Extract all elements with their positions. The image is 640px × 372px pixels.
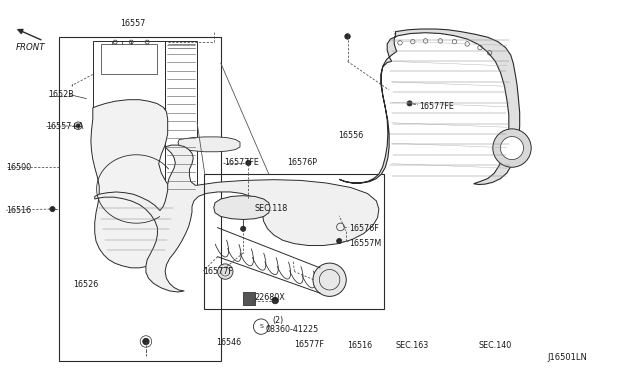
Text: 22680X: 22680X xyxy=(254,293,285,302)
Text: 16577F: 16577F xyxy=(294,340,324,349)
Circle shape xyxy=(74,122,82,129)
Circle shape xyxy=(313,263,346,296)
Circle shape xyxy=(50,206,55,212)
Text: 16516: 16516 xyxy=(6,206,31,215)
Text: 16516: 16516 xyxy=(348,341,372,350)
Bar xyxy=(165,41,197,193)
Text: 16500: 16500 xyxy=(6,163,31,172)
Text: 16546: 16546 xyxy=(216,338,241,347)
Text: 16577FE: 16577FE xyxy=(224,158,259,167)
Text: SEC.140: SEC.140 xyxy=(479,341,512,350)
Bar xyxy=(204,174,384,309)
Circle shape xyxy=(76,124,80,128)
Text: 08360-41225: 08360-41225 xyxy=(266,325,319,334)
Circle shape xyxy=(493,129,531,167)
Circle shape xyxy=(407,101,412,106)
Circle shape xyxy=(345,34,350,39)
Text: SEC.118: SEC.118 xyxy=(255,204,288,213)
Circle shape xyxy=(500,137,524,160)
Polygon shape xyxy=(95,145,379,292)
Text: 16577FE: 16577FE xyxy=(419,102,454,111)
Bar xyxy=(93,41,165,108)
Polygon shape xyxy=(214,196,270,219)
Polygon shape xyxy=(178,137,240,152)
Circle shape xyxy=(246,160,251,166)
Text: 16557: 16557 xyxy=(120,19,146,28)
Circle shape xyxy=(337,238,342,244)
Circle shape xyxy=(218,264,233,279)
Text: 16526: 16526 xyxy=(74,280,99,289)
Text: 16557+A: 16557+A xyxy=(46,122,84,131)
Text: (2): (2) xyxy=(272,316,284,325)
Text: 16557M: 16557M xyxy=(349,239,381,248)
Text: J16501LN: J16501LN xyxy=(547,353,587,362)
Text: 16576F: 16576F xyxy=(349,224,378,233)
Polygon shape xyxy=(339,29,520,185)
Circle shape xyxy=(272,297,278,304)
Text: 16577F: 16577F xyxy=(204,267,234,276)
Text: FRONT: FRONT xyxy=(16,43,45,52)
Text: 1652B: 1652B xyxy=(48,90,74,99)
Bar xyxy=(243,292,255,305)
Polygon shape xyxy=(91,100,179,268)
Bar xyxy=(59,37,221,361)
Circle shape xyxy=(241,226,246,231)
Text: SEC.163: SEC.163 xyxy=(396,341,429,350)
Circle shape xyxy=(345,34,350,39)
Text: 16556: 16556 xyxy=(338,131,363,140)
Circle shape xyxy=(143,338,149,345)
Text: 16576P: 16576P xyxy=(287,158,317,167)
Text: S: S xyxy=(259,324,263,329)
Bar xyxy=(101,44,157,74)
